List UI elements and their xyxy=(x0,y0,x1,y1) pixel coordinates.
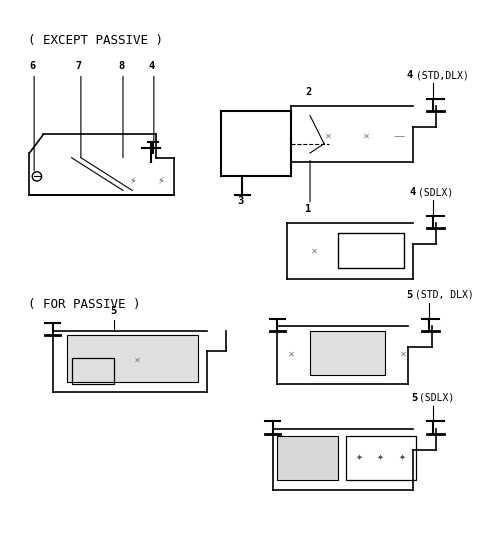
Text: ⚡: ⚡ xyxy=(129,176,136,186)
Text: (SDLX): (SDLX) xyxy=(418,187,453,197)
Text: 5: 5 xyxy=(411,393,418,403)
Text: ✕: ✕ xyxy=(400,350,407,359)
Text: —: — xyxy=(393,131,405,141)
Bar xyxy=(338,232,404,268)
Text: 6: 6 xyxy=(29,61,36,71)
Text: 4: 4 xyxy=(149,61,155,71)
Text: ✕: ✕ xyxy=(288,350,295,359)
Text: 4: 4 xyxy=(407,70,413,80)
Text: ⚡: ⚡ xyxy=(157,176,164,186)
Bar xyxy=(67,335,198,382)
Text: (SDLX): (SDLX) xyxy=(420,393,455,403)
Text: (STD,DLX): (STD,DLX) xyxy=(416,70,468,80)
Bar xyxy=(310,331,385,374)
Text: 8: 8 xyxy=(118,61,124,71)
Text: ✦: ✦ xyxy=(398,452,405,461)
Text: ✦: ✦ xyxy=(355,452,362,461)
Text: 5: 5 xyxy=(110,306,117,316)
Text: 3: 3 xyxy=(237,196,243,207)
Text: ✕: ✕ xyxy=(133,356,141,365)
Text: 2: 2 xyxy=(305,87,312,97)
Bar xyxy=(72,358,114,384)
Bar xyxy=(277,436,338,480)
Text: ✦: ✦ xyxy=(377,452,384,461)
Bar xyxy=(346,436,416,480)
Text: ✕: ✕ xyxy=(363,132,370,141)
Text: 7: 7 xyxy=(75,61,81,71)
Text: (STD, DLX): (STD, DLX) xyxy=(415,290,474,300)
Text: 4: 4 xyxy=(409,187,416,197)
Text: ✕: ✕ xyxy=(325,132,332,141)
Text: 5: 5 xyxy=(407,290,413,300)
Text: ✕: ✕ xyxy=(311,246,318,255)
Text: 1: 1 xyxy=(305,204,312,214)
Text: ( EXCEPT PASSIVE ): ( EXCEPT PASSIVE ) xyxy=(27,34,163,47)
Text: ( FOR PASSIVE ): ( FOR PASSIVE ) xyxy=(27,298,140,311)
